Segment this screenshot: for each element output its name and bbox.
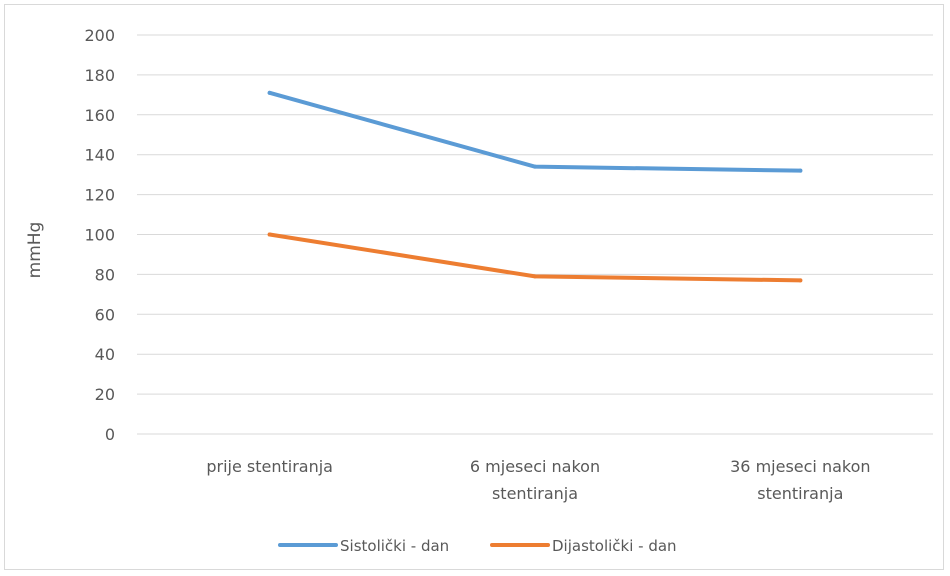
data-point (798, 278, 803, 283)
y-tick-label: 160 (84, 106, 115, 125)
data-point (798, 168, 803, 173)
y-tick-label: 140 (84, 146, 115, 165)
y-tick-label: 60 (95, 305, 115, 324)
gridlines (137, 34, 933, 435)
chart-frame (4, 4, 944, 570)
y-tick-label: 80 (95, 265, 115, 284)
y-tick-label: 40 (95, 345, 115, 364)
x-axis-ticks: prije stentiranja 6 mjeseci nakon stentira… (206, 457, 870, 503)
data-point (533, 274, 537, 279)
y-tick-label: 100 (84, 226, 115, 245)
y-axis-label: mmHg (25, 222, 45, 279)
legend: Sistolički - dan Dijastolički - dan (278, 537, 677, 555)
y-tick-label: 0 (105, 425, 115, 444)
series-line-2 (267, 232, 803, 283)
y-tick-label: 20 (95, 385, 115, 404)
data-point (533, 164, 537, 169)
series-line-1 (267, 90, 803, 173)
y-axis-ticks: 0 20 40 60 80 100 120 140 160 180 200 (84, 26, 115, 444)
series-lines (267, 90, 803, 283)
x-tick-label: 36 mjeseci nakon stentiranja (730, 457, 870, 503)
x-tick-line: prije stentiranja (206, 457, 333, 476)
data-point (267, 90, 272, 95)
x-tick-label: 6 mjeseci nakon stentiranja (470, 457, 600, 503)
y-tick-label: 200 (84, 26, 115, 45)
x-tick-label: prije stentiranja (206, 457, 333, 476)
legend-label: Sistolički - dan (340, 537, 449, 555)
x-tick-line: 6 mjeseci nakon (470, 457, 600, 476)
legend-label: Dijastolički - dan (552, 537, 677, 555)
y-tick-label: 180 (84, 66, 115, 85)
x-tick-line: stentiranja (492, 484, 578, 503)
y-tick-label: 120 (84, 186, 115, 205)
x-tick-line: 36 mjeseci nakon (730, 457, 870, 476)
x-tick-line: stentiranja (757, 484, 843, 503)
data-point (267, 232, 272, 237)
